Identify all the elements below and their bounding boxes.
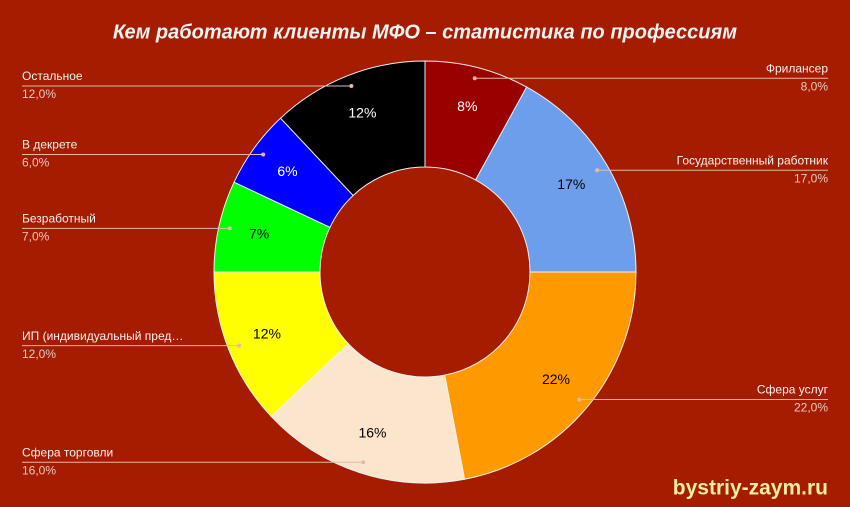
slice-label: 16% [358, 424, 386, 440]
chart-title: Кем работают клиенты МФО – статистика по… [113, 21, 737, 43]
leader-dot [237, 343, 242, 348]
slice-label: 12% [348, 105, 376, 121]
category-value-label: 12,0% [22, 347, 56, 361]
leader-dot [349, 84, 354, 89]
category-label: Сфера услуг [757, 383, 829, 397]
category-label: Безработный [22, 212, 96, 226]
slice [474, 86, 637, 273]
slice-label: 8% [457, 98, 477, 114]
category-value-label: 8,0% [801, 79, 829, 93]
slice [270, 343, 466, 484]
category-label: ИП (индивидуальный пред… [22, 329, 183, 343]
category-label: Фрилансер [766, 61, 828, 75]
slice [279, 60, 426, 197]
category-label: Остальное [22, 69, 83, 83]
category-label: В декрете [22, 138, 78, 152]
slice-label: 17% [557, 176, 585, 192]
category-label: Государственный работник [677, 153, 829, 167]
slice [444, 271, 637, 480]
slice-label: 7% [249, 226, 269, 242]
slice-label: 22% [542, 371, 570, 387]
slice-label: 6% [277, 163, 297, 179]
category-value-label: 12,0% [22, 87, 56, 101]
leader-dot [472, 76, 477, 81]
leader-dot [361, 460, 366, 465]
leader-dot [227, 226, 232, 231]
category-value-label: 16,0% [22, 463, 56, 477]
slice-label: 12% [253, 325, 281, 341]
category-value-label: 17,0% [794, 171, 828, 185]
watermark: bystriy-zaym.ru [673, 477, 828, 500]
leader-dot [261, 152, 266, 157]
category-value-label: 7,0% [22, 230, 50, 244]
category-value-label: 22,0% [794, 401, 828, 415]
category-value-label: 6,0% [22, 156, 50, 170]
leader-dot [577, 397, 582, 402]
category-label: Сфера торговли [22, 445, 113, 459]
leader-dot [595, 168, 600, 173]
